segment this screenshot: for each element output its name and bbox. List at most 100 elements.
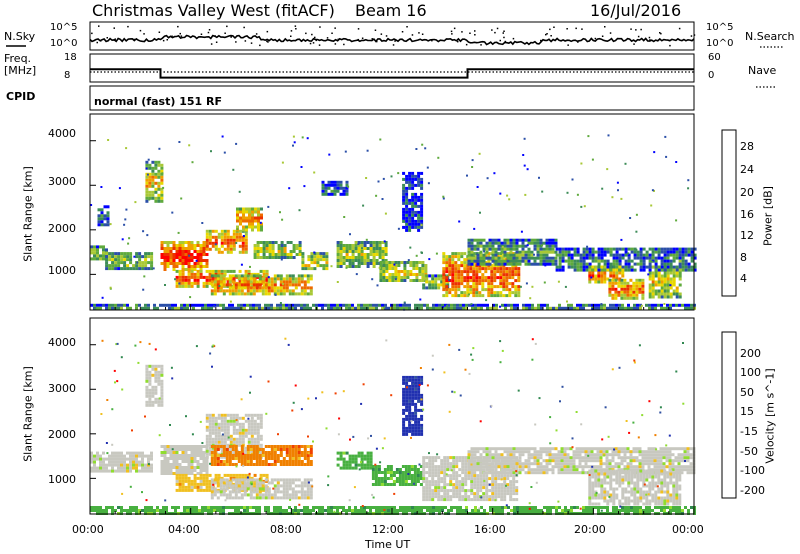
nsearch-point — [431, 39, 433, 42]
power-echo-cell — [405, 180, 409, 184]
vel-echo-cell — [160, 388, 164, 392]
power-echo-cell — [397, 264, 401, 267]
power-noise-point — [617, 189, 619, 192]
power-echo-cell — [469, 291, 473, 295]
power-echo-cell — [690, 253, 694, 257]
power-echo-cell — [481, 276, 485, 280]
vel-echo-cell — [232, 437, 236, 441]
vel-echo-cell — [223, 455, 227, 459]
power-echo-cell — [451, 288, 455, 292]
power-echo-cell — [660, 259, 664, 263]
power-echo-cell — [536, 253, 540, 257]
power-echo-cell — [511, 273, 515, 277]
power-echo-cell — [623, 284, 627, 288]
vel-echo-cell — [291, 496, 295, 500]
vel-echo-cell — [90, 460, 93, 464]
vel-echo-cell — [166, 463, 170, 466]
nsearch-point — [259, 44, 261, 47]
power-echo-cell — [190, 284, 194, 288]
vel-echo-cell — [240, 493, 244, 497]
power-echo-cell — [205, 269, 209, 273]
vel-echo-cell — [404, 474, 408, 477]
power-noise-point — [274, 293, 277, 296]
nsearch-point — [312, 42, 315, 44]
power-echo-cell — [472, 285, 476, 289]
power-echo-cell — [500, 256, 504, 260]
power-echo-cell — [474, 303, 477, 307]
vel-echo-cell — [247, 440, 251, 444]
power-echo-cell — [303, 274, 307, 278]
power-echo-cell — [190, 275, 194, 279]
power-echo-cell — [381, 247, 385, 250]
power-cbar-tick: 24 — [740, 163, 754, 176]
power-echo-cell — [421, 264, 425, 267]
power-echo-cell — [175, 275, 179, 279]
vel-echo-cell — [163, 472, 167, 475]
power-echo-cell — [515, 247, 519, 251]
power-echo-cell — [184, 284, 188, 288]
nsearch-point — [577, 41, 579, 43]
vel-echo-cell — [243, 457, 247, 460]
power-echo-cell — [573, 262, 577, 266]
vel-echo-cell — [413, 465, 417, 468]
power-echo-cell — [672, 274, 676, 278]
vel-echo-cell — [114, 469, 117, 473]
vel-echo-cell — [229, 434, 233, 438]
power-echo-cell — [561, 250, 565, 254]
power-echo-cell — [609, 250, 613, 254]
vel-echo-cell — [132, 454, 135, 458]
vel-echo-cell — [506, 462, 510, 466]
vel-echo-cell — [282, 496, 286, 500]
power-echo-cell — [138, 252, 142, 256]
power-echo-cell — [630, 259, 634, 263]
vel-echo-cell — [473, 453, 477, 457]
power-echo-cell — [540, 306, 543, 310]
power-echo-cell — [336, 189, 340, 193]
vel-echo-cell — [225, 478, 229, 482]
power-echo-cell — [466, 267, 470, 271]
power-echo-cell — [611, 278, 615, 282]
vel-echo-cell — [196, 454, 200, 457]
vel-echo-cell — [440, 471, 444, 475]
vel-echo-cell — [431, 498, 435, 502]
vel-echo-cell — [216, 454, 220, 457]
vel-echo-cell — [288, 451, 292, 454]
vel-echo-cell — [166, 457, 170, 460]
vel-echo-cell — [500, 453, 504, 457]
power-echo-cell — [506, 253, 510, 257]
power-echo-cell — [512, 238, 516, 242]
nsearch-point — [457, 40, 459, 43]
power-echo-cell — [93, 257, 96, 261]
power-echo-cell — [172, 247, 176, 250]
power-echo-cell — [497, 244, 501, 248]
vel-echo-cell — [253, 428, 257, 432]
vel-echo-cell — [309, 487, 313, 491]
vel-echo-cell — [208, 434, 212, 438]
nsearch-point — [318, 44, 321, 46]
vel-echo-cell — [506, 486, 510, 490]
vel-echo-cell — [404, 465, 408, 468]
vel-echo-cell — [512, 453, 516, 457]
vel-echo-cell — [300, 487, 304, 491]
power-echo-cell — [357, 256, 361, 259]
power-echo-cell — [675, 274, 679, 278]
vel-echo-cell — [276, 496, 280, 500]
power-echo-cell — [672, 259, 676, 263]
power-echo-cell — [285, 303, 288, 307]
power-echo-cell — [157, 160, 161, 164]
power-echo-cell — [633, 256, 637, 260]
power-echo-cell — [515, 238, 519, 242]
vel-echo-cell — [241, 437, 245, 441]
power-echo-cell — [555, 268, 559, 272]
power-echo-cell — [222, 289, 226, 293]
power-echo-cell — [268, 256, 272, 259]
power-echo-cell — [306, 277, 310, 281]
power-echo-cell — [672, 253, 676, 257]
vel-echo-cell — [515, 450, 519, 454]
vel-echo-cell — [374, 471, 378, 474]
vel-echo-cell — [354, 463, 358, 467]
power-echo-cell — [591, 247, 595, 251]
vel-echo-cell — [238, 422, 242, 426]
vel-echo-cell — [181, 472, 185, 475]
power-echo-cell — [533, 241, 537, 245]
